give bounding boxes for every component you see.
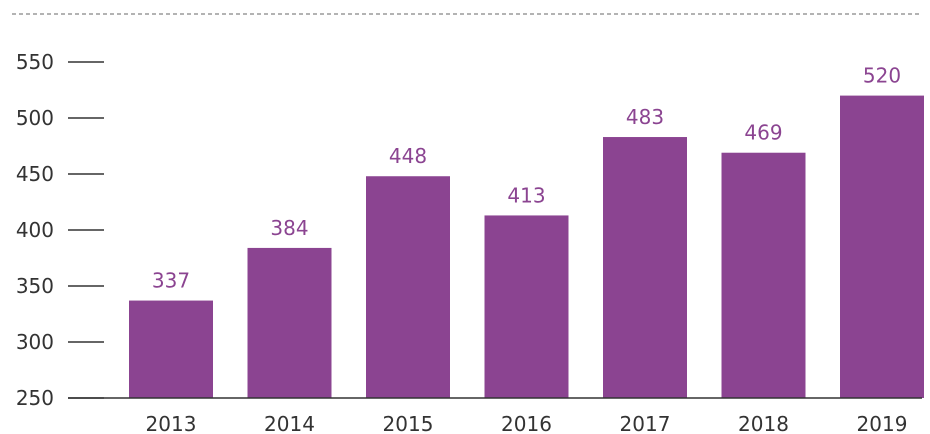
x-tick-label-2018: 2018 bbox=[738, 412, 789, 434]
data-label-2017: 483 bbox=[626, 105, 664, 129]
bar-2013 bbox=[129, 300, 213, 398]
data-label-2015: 448 bbox=[389, 144, 427, 168]
data-label-2019: 520 bbox=[863, 64, 901, 88]
x-tick-label-2016: 2016 bbox=[501, 412, 552, 434]
y-tick-label: 500 bbox=[16, 106, 54, 130]
bar-2014 bbox=[247, 247, 332, 398]
y-tick-label: 300 bbox=[16, 330, 54, 354]
bar-2016 bbox=[484, 215, 569, 398]
y-tick-label: 250 bbox=[16, 386, 54, 410]
data-label-2013: 337 bbox=[152, 269, 190, 293]
x-tick-label-2019: 2019 bbox=[857, 412, 908, 434]
y-tick-label: 400 bbox=[16, 218, 54, 242]
bar-2017 bbox=[603, 137, 687, 399]
x-tick-label-2015: 2015 bbox=[383, 412, 434, 434]
x-tick-label-2013: 2013 bbox=[146, 412, 197, 434]
bar-2018 bbox=[721, 152, 806, 398]
x-tick-label-2014: 2014 bbox=[264, 412, 315, 434]
x-axis: 2013 2014 2015 2016 2017 2018 2019 bbox=[68, 397, 922, 434]
y-tick-label: 550 bbox=[16, 50, 54, 74]
y-tick-label: 450 bbox=[16, 162, 54, 186]
bars: 337 384 448 413 483 469 520 bbox=[129, 64, 924, 399]
bar-2015 bbox=[366, 176, 450, 398]
data-label-2014: 384 bbox=[270, 216, 308, 240]
data-label-2018: 469 bbox=[744, 121, 782, 145]
bar-2019 bbox=[840, 95, 924, 398]
y-tick-label: 350 bbox=[16, 274, 54, 298]
data-label-2016: 413 bbox=[507, 183, 545, 207]
y-axis: 250 300 350 400 450 500 550 bbox=[16, 50, 104, 410]
x-tick-label-2017: 2017 bbox=[620, 412, 671, 434]
